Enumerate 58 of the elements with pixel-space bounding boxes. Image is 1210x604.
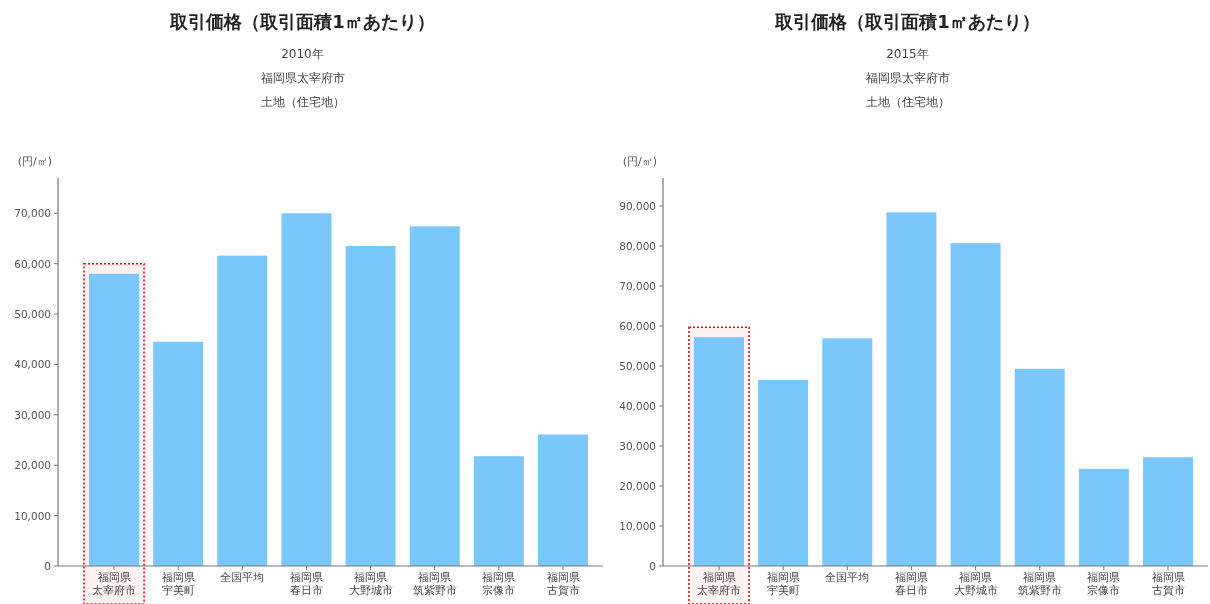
bar <box>822 338 873 566</box>
y-tick-label: 60,000 <box>14 257 51 270</box>
x-tick-label: 福岡県古賀市 <box>546 571 580 596</box>
y-tick-label: 30,000 <box>619 440 656 452</box>
y-tick-label: 40,000 <box>14 358 51 371</box>
y-tick-label: 80,000 <box>619 240 656 252</box>
bar <box>1078 468 1129 566</box>
x-tick-label: 福岡県筑紫野市 <box>412 571 457 596</box>
bar <box>217 255 268 566</box>
y-tick-label: 30,000 <box>14 408 51 421</box>
bar <box>345 246 396 566</box>
text: 土地（住宅地） <box>260 95 345 109</box>
y-tick-label: 70,000 <box>619 280 656 292</box>
x-tick-label: 福岡県太宰府市 <box>697 571 741 596</box>
bar <box>409 226 460 566</box>
bar <box>153 341 204 566</box>
x-tick-label: 福岡県春日市 <box>894 571 928 596</box>
bar <box>950 243 1001 566</box>
x-tick-label: 全国平均 <box>220 571 265 583</box>
bar <box>1143 457 1193 566</box>
x-tick-label: 福岡県太宰府市 <box>92 571 136 596</box>
y-tick-label: 50,000 <box>14 308 51 321</box>
bar <box>473 456 524 566</box>
bar <box>281 213 332 566</box>
text: 福岡県太宰府市 <box>865 71 950 85</box>
y-tick-label: 60,000 <box>619 320 656 332</box>
y-tick-label: 10,000 <box>619 520 656 532</box>
y-tick-label: 0 <box>44 560 51 572</box>
x-tick-label: 福岡県宗像市 <box>482 571 516 596</box>
y-tick-label: 50,000 <box>619 360 656 372</box>
text: 土地（住宅地） <box>865 95 950 109</box>
chart-title: 取引価格（取引面積1㎡あたり） <box>774 11 1040 32</box>
y-tick-label: 20,000 <box>14 459 51 472</box>
y-tick-label: 40,000 <box>619 400 656 412</box>
y-tick-label: 90,000 <box>619 200 656 212</box>
x-tick-label: 福岡県大野城市 <box>348 571 393 596</box>
x-tick-label: 福岡県筑紫野市 <box>1017 571 1062 596</box>
bar <box>758 380 809 566</box>
bar <box>538 434 588 566</box>
x-tick-label: 福岡県宇美町 <box>161 571 195 596</box>
x-tick-label: 福岡県大野城市 <box>953 571 998 596</box>
text: 福岡県太宰府市 <box>260 71 345 85</box>
x-tick-label: 福岡県古賀市 <box>1151 571 1185 596</box>
bar <box>1014 368 1065 566</box>
y-axis-title: (円/㎡) <box>622 155 657 168</box>
y-tick-label: 0 <box>649 560 656 572</box>
chart-title: 取引価格（取引面積1㎡あたり） <box>169 11 435 32</box>
bar <box>886 212 937 566</box>
x-tick-label: 全国平均 <box>825 571 870 583</box>
y-axis-title: (円/㎡) <box>17 155 52 168</box>
y-tick-label: 70,000 <box>14 207 51 220</box>
chart-subtitle: 2010年 <box>281 47 324 61</box>
x-tick-label: 福岡県宗像市 <box>1087 571 1121 596</box>
x-tick-label: 福岡県春日市 <box>289 571 323 596</box>
chart-subtitle: 2015年 <box>886 47 929 61</box>
y-tick-label: 20,000 <box>619 480 656 492</box>
y-tick-label: 10,000 <box>14 509 51 522</box>
x-tick-label: 福岡県宇美町 <box>766 571 800 596</box>
